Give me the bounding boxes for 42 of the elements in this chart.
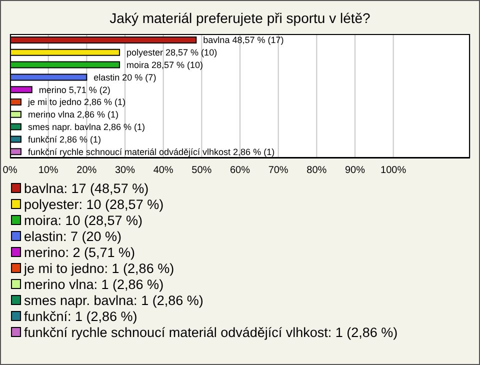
bar [10, 98, 22, 106]
bar [10, 36, 197, 44]
x-tick-label: 70% [268, 165, 288, 176]
bar [10, 74, 88, 81]
category-label: funkční rychle schnoucí materiál odvádějící vlhkost 2,86 % (1) [28, 146, 275, 157]
x-tick-label: 10% [38, 165, 58, 176]
text: smes napr. bavlna: 1 (2,86 %) [24, 292, 204, 308]
category-label: polyester 28,57 % (10) [126, 48, 218, 58]
category-label: elastin 20 % (7) [94, 72, 156, 82]
text: polyester: 10 (28,57 %) [24, 196, 164, 212]
x-tick-label: 90% [344, 165, 366, 176]
x-tick-label: 30% [114, 165, 136, 176]
category-label: merino 5,71 % (2) [38, 84, 110, 95]
bar [10, 136, 22, 143]
category-label: smes napr. bavlna 2,86 % (1) [28, 122, 146, 132]
text: funkční: 1 (2,86 %) [24, 308, 138, 324]
category-label: funkční 2,86 % (1) [28, 134, 102, 144]
x-tick-label: 80% [306, 165, 327, 176]
chart-title: Jaký materiál preferujete při sportu v létě? [108, 10, 372, 26]
bar [10, 148, 22, 156]
text: je mi to jedno: 1 (2,86 %) [24, 260, 174, 276]
category-label: bavlna 48,57 % (17) [203, 35, 284, 46]
bar [10, 110, 22, 118]
text: moira: 10 (28,57 %) [24, 212, 143, 228]
category-label: moira 28,57 % (10) [126, 60, 204, 70]
text: bavlna: 17 (48,57 %) [24, 180, 149, 196]
text: merino: 2 (5,71 %) [24, 244, 136, 260]
x-tick-label: 60% [230, 165, 250, 176]
bar [10, 86, 32, 94]
x-tick-label: 20% [76, 165, 97, 176]
text: funkční rychle schnoucí materiál odvádějící vlhkost: 1 (2,86 %) [24, 324, 398, 340]
x-tick-label: 40% [153, 165, 174, 176]
text: elastin: 7 (20 %) [24, 228, 122, 244]
bar [10, 48, 120, 56]
x-tick-label: 0% [2, 165, 18, 176]
category-label: merino vlna 2,86 % (1) [28, 110, 119, 120]
x-tick-label: 100% [380, 165, 406, 176]
x-tick-label: 50% [192, 165, 212, 176]
bar [10, 123, 22, 130]
category-label: je mi to jedno 2,86 % (1) [28, 97, 126, 108]
bar [10, 61, 120, 68]
text: merino vlna: 1 (2,86 %) [24, 276, 164, 292]
